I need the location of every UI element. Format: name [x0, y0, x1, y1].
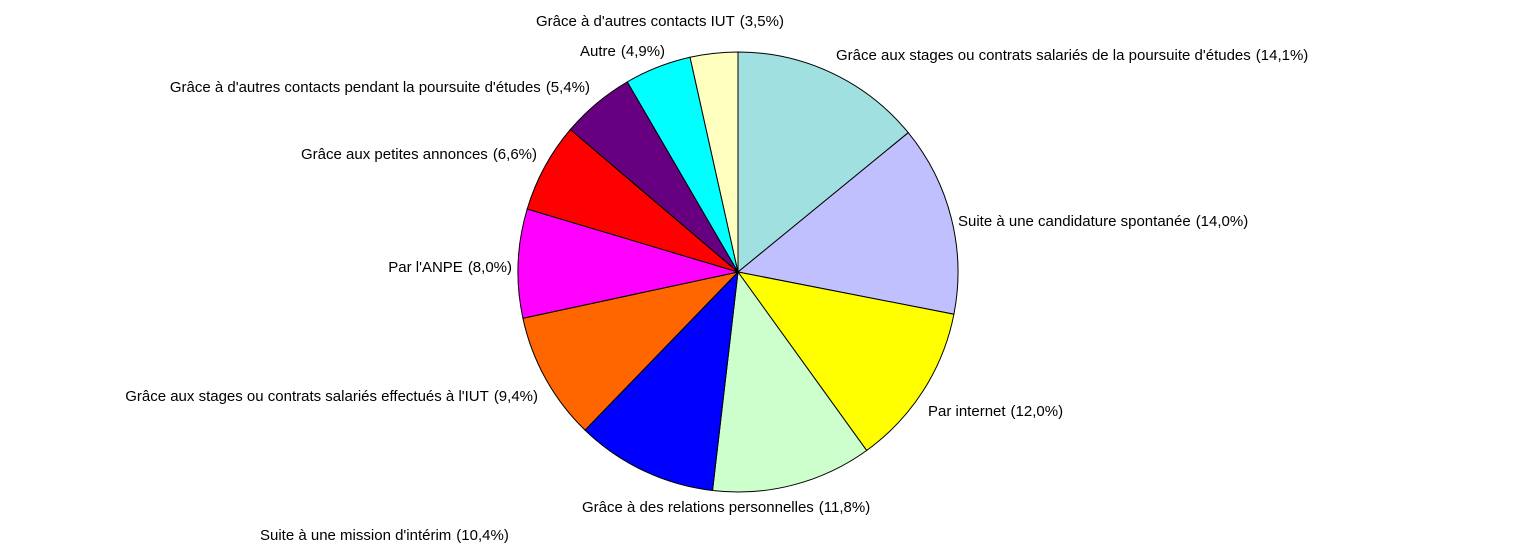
value-label: (14,0%)	[1196, 213, 1249, 230]
pie-slice	[736, 271, 955, 452]
value-label: (8,0%)	[468, 259, 512, 276]
slice-label: Suite à une mission d'intérim (10,4%)	[260, 527, 509, 544]
value-label: (3,5%)	[740, 13, 784, 30]
category-label: Par internet	[928, 403, 1006, 420]
value-label: (12,0%)	[1011, 403, 1064, 420]
slice-label: Grâce aux petites annonces (6,6%)	[301, 146, 537, 163]
category-label: Suite à une candidature spontanée	[958, 213, 1191, 230]
slice-label: Grâce aux stages ou contrats salariés de…	[836, 47, 1308, 64]
category-label: Autre	[580, 43, 616, 60]
slice-label: Grâce aux stages ou contrats salariés ef…	[125, 388, 538, 405]
slice-label: Par l'ANPE (8,0%)	[388, 259, 512, 276]
value-label: (4,9%)	[621, 43, 665, 60]
value-label: (6,6%)	[493, 146, 537, 163]
category-label: Grâce aux stages ou contrats salariés ef…	[125, 388, 489, 405]
pie-slice	[522, 271, 740, 431]
pie-slice	[737, 51, 909, 274]
slice-label: Par internet (12,0%)	[928, 403, 1063, 420]
value-label: (11,8%)	[819, 499, 870, 516]
pie-slice	[711, 270, 868, 493]
value-label: (14,1%)	[1256, 47, 1309, 64]
category-label: Grâce à d'autres contacts IUT	[536, 13, 735, 30]
category-label: Grâce aux petites annonces	[301, 146, 488, 163]
pie-slice	[584, 270, 739, 492]
value-label: (10,4%)	[456, 527, 509, 544]
value-label: (5,4%)	[546, 79, 590, 96]
slice-label: Suite à une candidature spontanée (14,0%)	[958, 213, 1248, 230]
category-label: Grâce à d'autres contacts pendant la pou…	[170, 79, 541, 96]
pie-slice	[689, 51, 739, 273]
category-label: Par l'ANPE	[388, 259, 463, 276]
pie-slice	[736, 131, 959, 315]
category-label: Grâce à des relations personnelles	[582, 499, 814, 516]
slice-label: Grâce à des relations personnelles (11,8%…	[582, 499, 870, 516]
slice-label: Grâce à d'autres contacts pendant la pou…	[170, 79, 590, 96]
pie-slice	[517, 208, 739, 319]
category-label: Suite à une mission d'intérim	[260, 527, 451, 544]
slice-label: Autre (4,9%)	[580, 43, 665, 60]
category-label: Grâce aux stages ou contrats salariés de…	[836, 47, 1251, 64]
slice-label: Grâce à d'autres contacts IUT (3,5%)	[536, 13, 784, 30]
value-label: (9,4%)	[494, 388, 538, 405]
